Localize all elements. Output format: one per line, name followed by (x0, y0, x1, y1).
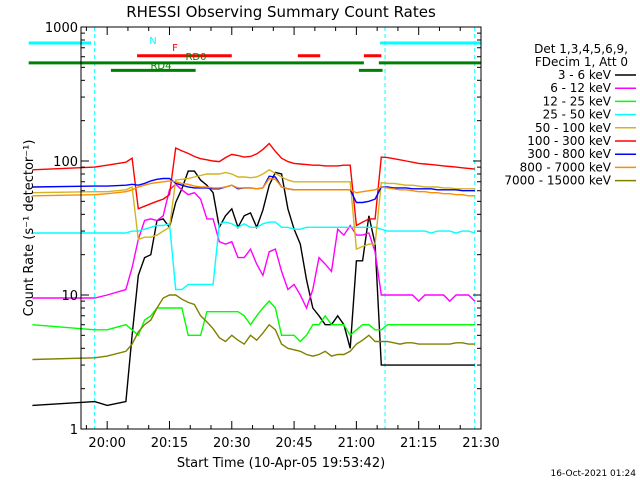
axes: 20:00 20:15 20:30 20:45 21:00 21:15 21:30 1 10 10… (45, 21, 500, 451)
legend: Det 1,3,4,5,6,9, FDecim 1, Att 0 3 - 6 k… (504, 42, 636, 188)
legend-entry-label-3: 25 - 50 keV (543, 108, 612, 122)
y-tick-label-3: 1000 (45, 21, 78, 36)
x-tick-label-3: 20:45 (275, 436, 312, 451)
series-line-2 (32, 300, 475, 343)
x-tick-label-0: 20:00 (88, 436, 125, 451)
legend-entry-label-7: 800 - 7000 keV (520, 160, 612, 174)
series-line-6 (32, 175, 475, 204)
legend-header-line-1: Det 1,3,4,5,6,9, (534, 42, 628, 56)
plot-frame (80, 26, 482, 430)
series-line-1 (32, 183, 476, 310)
y-tick-label-2: 100 (53, 155, 78, 170)
legend-entry-label-1: 6 - 12 keV (550, 81, 612, 95)
series-line-3 (32, 221, 476, 291)
chart-title: RHESSI Observing Summary Count Rates (126, 3, 436, 21)
series-line-5 (32, 142, 475, 227)
x-tick-label-1: 20:15 (151, 436, 188, 451)
series-line-0 (32, 170, 475, 407)
x-tick-label-4: 21:00 (338, 436, 375, 451)
series-line-4 (32, 168, 475, 251)
x-tick-label-6: 21:30 (462, 436, 499, 451)
flag-label-n: N (149, 36, 156, 47)
legend-entry-label-0: 3 - 6 keV (558, 68, 612, 82)
timestamp: 16-Oct-2021 01:24 (551, 469, 637, 479)
y-axis-label: Count Rate (s⁻¹ detector⁻¹) (22, 140, 37, 317)
x-tick-label-5: 21:15 (400, 436, 437, 451)
flag-label-f: F (172, 43, 178, 54)
series-line-8 (32, 294, 475, 361)
y-tick-label-1: 10 (61, 289, 78, 304)
flag-label-rd0: RD0 (185, 52, 206, 63)
flag-label-rd4: RD4 (150, 61, 171, 72)
legend-entry-label-6: 300 - 800 keV (527, 147, 611, 161)
x-axis-label: Start Time (10-Apr-05 19:53:42) (177, 456, 385, 471)
series-line-7 (32, 177, 475, 197)
legend-entry-label-4: 50 - 100 keV (535, 121, 612, 135)
x-tick-label-2: 20:30 (213, 436, 250, 451)
y-tick-label-0: 1 (70, 423, 78, 438)
legend-header-line-2: FDecim 1, Att 0 (535, 55, 628, 69)
legend-entry-label-5: 100 - 300 keV (527, 134, 611, 148)
plot-area: N F RD0 RD4 (28, 27, 481, 429)
legend-entry-label-8: 7000 - 15000 keV (504, 174, 611, 188)
legend-entry-label-2: 12 - 25 keV (543, 94, 612, 108)
